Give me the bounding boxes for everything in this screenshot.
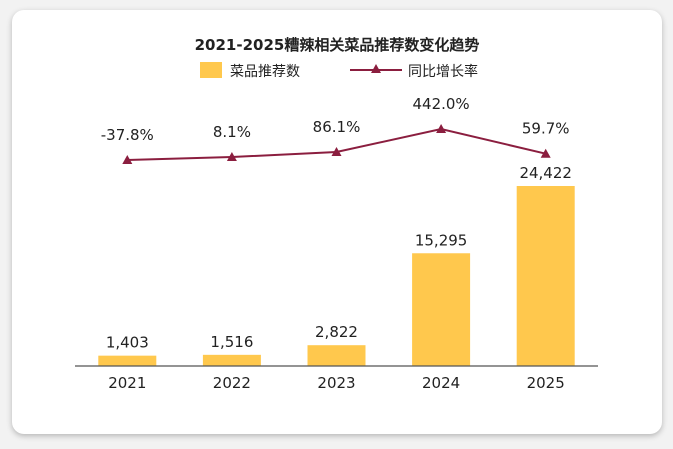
growth-rate-labels: -37.8% 8.1% 86.1% 442.0% 59.7% [101, 95, 570, 144]
x-tick-label-2022: 2022 [213, 374, 251, 392]
bar-2023 [307, 345, 366, 366]
growth-rate-label-2025: 59.7% [522, 120, 570, 138]
bar-2021 [98, 355, 157, 366]
bar-value-labels: 1,403 1,516 2,822 15,295 24,422 [106, 164, 572, 352]
bar-value-label-2021: 1,403 [106, 334, 149, 352]
growth-rate-point-2022 [226, 152, 237, 162]
chart-title: 2021-2025糟辣相关菜品推荐数变化趋势 [195, 36, 480, 54]
growth-rate-label-2022: 8.1% [213, 123, 251, 141]
bar-2024 [412, 253, 471, 366]
growth-rate-point-2023 [331, 146, 342, 156]
growth-rate-series [122, 124, 551, 164]
growth-rate-point-2021 [122, 155, 133, 164]
growth-rate-label-2021: -37.8% [101, 126, 154, 144]
legend: 菜品推荐数 同比增长率 [200, 62, 478, 80]
growth-rate-label-2023: 86.1% [313, 118, 361, 136]
legend-bar-label: 菜品推荐数 [230, 64, 300, 80]
x-tick-label-2023: 2023 [317, 374, 355, 392]
growth-rate-label-2024: 442.0% [412, 95, 469, 113]
x-tick-label-2025: 2025 [527, 374, 565, 392]
legend-line-marker [371, 64, 381, 73]
x-tick-label-2024: 2024 [422, 374, 460, 392]
legend-bar-swatch [200, 62, 222, 78]
bar-value-label-2024: 15,295 [415, 231, 468, 249]
growth-rate-point-2024 [436, 124, 447, 133]
bar-value-label-2022: 1,516 [210, 333, 253, 351]
x-tick-labels: 2021 2022 2023 2024 2025 [108, 374, 565, 392]
legend-line-label: 同比增长率 [408, 63, 478, 80]
bar-value-label-2023: 2,822 [315, 323, 358, 341]
bar-2022 [202, 354, 261, 366]
bar-series [98, 186, 575, 366]
x-tick-label-2021: 2021 [108, 374, 146, 392]
bar-2025 [516, 186, 575, 366]
bar-value-label-2025: 24,422 [519, 164, 572, 182]
growth-rate-point-2025 [540, 148, 551, 158]
